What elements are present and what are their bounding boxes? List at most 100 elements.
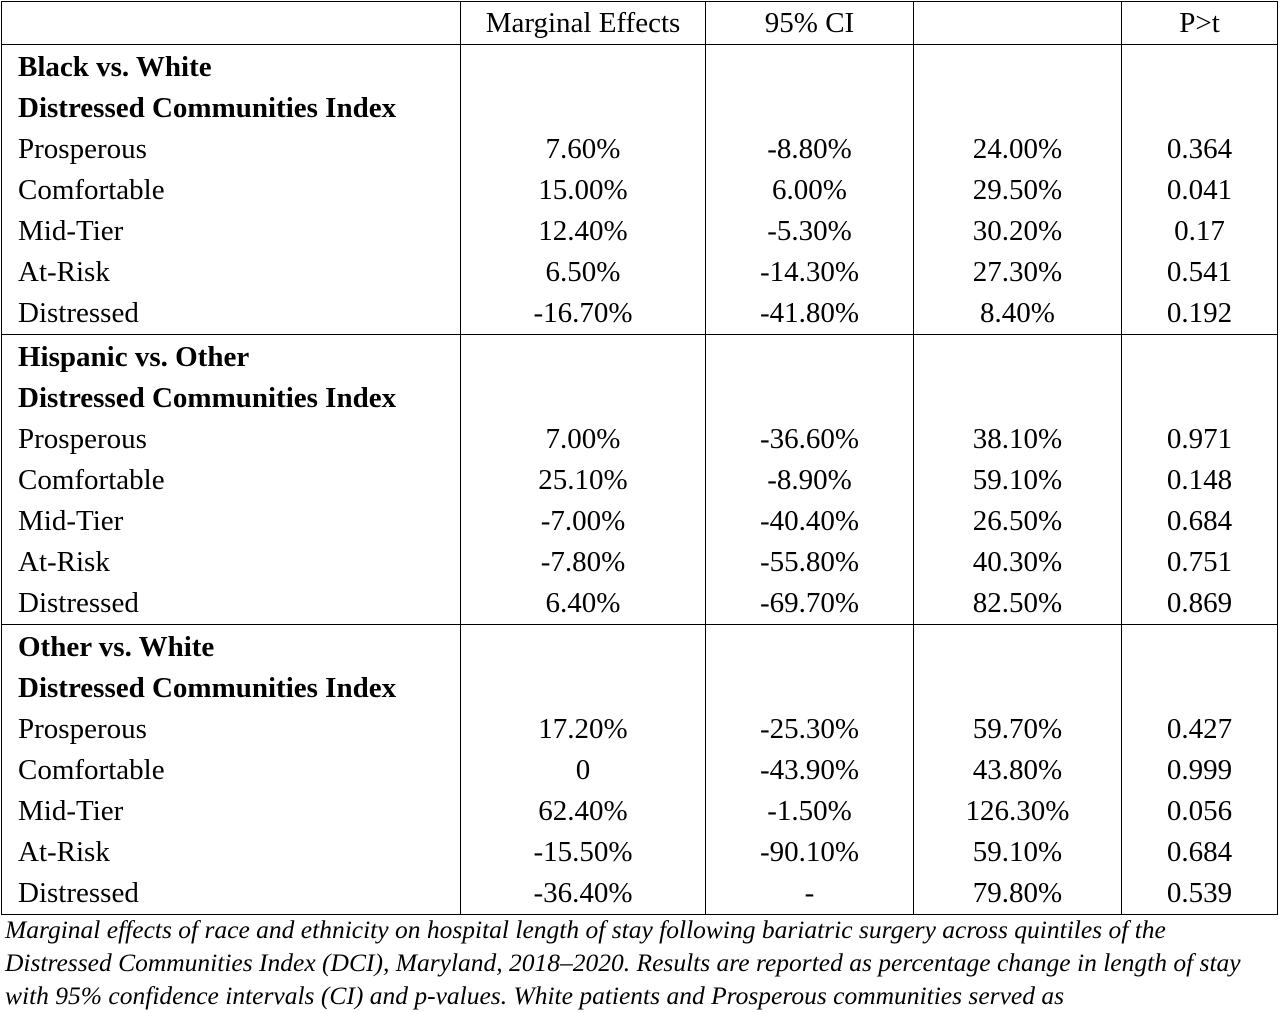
p-value-cell: 0.684 xyxy=(1121,501,1278,542)
row-label: At-Risk xyxy=(1,832,461,873)
empty-cell xyxy=(913,88,1122,129)
row-label: Prosperous xyxy=(1,419,461,460)
marginal-effect-cell: -36.40% xyxy=(460,873,706,915)
empty-cell xyxy=(460,624,706,668)
header-cell-marginal-effects: Marginal Effects xyxy=(460,1,706,45)
empty-cell xyxy=(913,334,1122,378)
ci-lower-cell: -8.90% xyxy=(705,460,914,501)
group-title: Hispanic vs. Other xyxy=(1,334,461,378)
empty-cell xyxy=(1121,334,1278,378)
empty-cell xyxy=(705,44,914,88)
row-label: Comfortable xyxy=(1,750,461,791)
row-label: Mid-Tier xyxy=(1,501,461,542)
ci-upper-cell: 59.70% xyxy=(913,709,1122,750)
table-row: Prosperous 17.20% -25.30% 59.70% 0.427 xyxy=(1,709,1278,750)
ci-upper-cell: 82.50% xyxy=(913,583,1122,625)
ci-lower-cell: -55.80% xyxy=(705,542,914,583)
ci-upper-cell: 43.80% xyxy=(913,750,1122,791)
empty-cell xyxy=(705,378,914,419)
ci-upper-cell: 59.10% xyxy=(913,832,1122,873)
marginal-effect-cell: 6.40% xyxy=(460,583,706,625)
group-title-row: Black vs. White xyxy=(1,44,1278,88)
marginal-effect-cell: -15.50% xyxy=(460,832,706,873)
empty-cell xyxy=(460,378,706,419)
header-cell-ci-upper xyxy=(913,1,1122,45)
group-title-row: Other vs. White xyxy=(1,624,1278,668)
ci-lower-cell: -5.30% xyxy=(705,211,914,252)
empty-cell xyxy=(913,624,1122,668)
table-row: Prosperous 7.60% -8.80% 24.00% 0.364 xyxy=(1,129,1278,170)
ci-upper-cell: 29.50% xyxy=(913,170,1122,211)
header-cell-ci: 95% CI xyxy=(705,1,914,45)
p-value-cell: 0.192 xyxy=(1121,293,1278,335)
empty-cell xyxy=(913,668,1122,709)
empty-cell xyxy=(913,378,1122,419)
empty-cell xyxy=(460,44,706,88)
row-label: Prosperous xyxy=(1,709,461,750)
results-table: Marginal Effects 95% CI P>t Black vs. Wh… xyxy=(1,1,1278,915)
table-caption: Marginal effects of race and ethnicity o… xyxy=(5,915,1241,1010)
empty-cell xyxy=(1121,378,1278,419)
row-label: Prosperous xyxy=(1,129,461,170)
group-subtitle-row: Distressed Communities Index xyxy=(1,378,1278,419)
table-row: Mid-Tier 12.40% -5.30% 30.20% 0.17 xyxy=(1,211,1278,252)
row-label: Distressed xyxy=(1,583,461,625)
ci-lower-cell: -41.80% xyxy=(705,293,914,335)
empty-cell xyxy=(460,88,706,129)
marginal-effect-cell: 12.40% xyxy=(460,211,706,252)
empty-cell xyxy=(705,624,914,668)
table-row: Distressed -16.70% -41.80% 8.40% 0.192 xyxy=(1,293,1278,335)
row-label: Mid-Tier xyxy=(1,791,461,832)
group-subtitle: Distressed Communities Index xyxy=(1,88,461,129)
table-row: Prosperous 7.00% -36.60% 38.10% 0.971 xyxy=(1,419,1278,460)
table-row: Distressed -36.40% -79.80% 0.539 xyxy=(1,873,1278,915)
ci-lower-cell: -14.30% xyxy=(705,252,914,293)
ci-lower-cell: -25.30% xyxy=(705,709,914,750)
header-cell-p-value: P>t xyxy=(1121,1,1278,45)
group-subtitle-row: Distressed Communities Index xyxy=(1,88,1278,129)
table-row: Comfortable 25.10% -8.90% 59.10% 0.148 xyxy=(1,460,1278,501)
ci-upper-cell: 79.80% xyxy=(913,873,1122,915)
group-subtitle: Distressed Communities Index xyxy=(1,668,461,709)
p-value-cell: 0.041 xyxy=(1121,170,1278,211)
group-subtitle-row: Distressed Communities Index xyxy=(1,668,1278,709)
row-label: Distressed xyxy=(1,873,461,915)
marginal-effect-cell: -7.00% xyxy=(460,501,706,542)
p-value-cell: 0.148 xyxy=(1121,460,1278,501)
ci-upper-cell: 30.20% xyxy=(913,211,1122,252)
ci-lower-cell: -1.50% xyxy=(705,791,914,832)
marginal-effect-cell: 7.60% xyxy=(460,129,706,170)
group-subtitle: Distressed Communities Index xyxy=(1,378,461,419)
p-value-cell: 0.684 xyxy=(1121,832,1278,873)
table-row: Distressed 6.40% -69.70% 82.50% 0.869 xyxy=(1,583,1278,625)
group-title: Other vs. White xyxy=(1,624,461,668)
table-row: At-Risk -15.50% -90.10% 59.10% 0.684 xyxy=(1,832,1278,873)
p-value-cell: 0.541 xyxy=(1121,252,1278,293)
group-title: Black vs. White xyxy=(1,44,461,88)
table-row: Mid-Tier -7.00% -40.40% 26.50% 0.684 xyxy=(1,501,1278,542)
p-value-cell: 0.364 xyxy=(1121,129,1278,170)
header-cell-label xyxy=(1,1,461,45)
ci-lower-cell: -43.90% xyxy=(705,750,914,791)
marginal-effect-cell: 7.00% xyxy=(460,419,706,460)
row-label: Distressed xyxy=(1,293,461,335)
ci-upper-cell: 8.40% xyxy=(913,293,1122,335)
ci-lower-cell: 6.00% xyxy=(705,170,914,211)
row-label: At-Risk xyxy=(1,252,461,293)
ci-lower-cell: - xyxy=(705,873,914,915)
marginal-effect-cell: 6.50% xyxy=(460,252,706,293)
table-row: Comfortable 0 -43.90% 43.80% 0.999 xyxy=(1,750,1278,791)
table-body: Black vs. White Distressed Communities In… xyxy=(1,44,1278,915)
ci-upper-cell: 27.30% xyxy=(913,252,1122,293)
table-row: At-Risk 6.50% -14.30% 27.30% 0.541 xyxy=(1,252,1278,293)
ci-upper-cell: 59.10% xyxy=(913,460,1122,501)
ci-upper-cell: 40.30% xyxy=(913,542,1122,583)
marginal-effect-cell: 17.20% xyxy=(460,709,706,750)
empty-cell xyxy=(705,88,914,129)
row-label: Comfortable xyxy=(1,460,461,501)
p-value-cell: 0.539 xyxy=(1121,873,1278,915)
ci-lower-cell: -69.70% xyxy=(705,583,914,625)
row-label: Comfortable xyxy=(1,170,461,211)
p-value-cell: 0.971 xyxy=(1121,419,1278,460)
p-value-cell: 0.427 xyxy=(1121,709,1278,750)
